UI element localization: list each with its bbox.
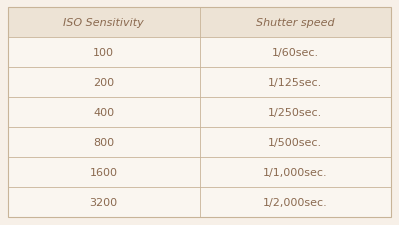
Text: 400: 400 (93, 108, 114, 117)
Text: 800: 800 (93, 137, 114, 147)
Bar (8, 187, 391, 217)
Bar (8, 98, 391, 127)
Text: Shutter speed: Shutter speed (256, 18, 335, 28)
Text: ISO Sensitivity: ISO Sensitivity (63, 18, 144, 28)
Text: 1/250sec.: 1/250sec. (268, 108, 322, 117)
Text: 200: 200 (93, 78, 114, 88)
Text: 1/1,000sec.: 1/1,000sec. (263, 167, 328, 177)
Bar (8, 38, 391, 68)
Text: 1600: 1600 (90, 167, 118, 177)
Bar (8, 8, 391, 38)
Bar (8, 68, 391, 98)
Bar (8, 127, 391, 157)
Text: 1/125sec.: 1/125sec. (268, 78, 322, 88)
Text: 100: 100 (93, 48, 114, 58)
Text: 1/60sec.: 1/60sec. (272, 48, 319, 58)
Text: 3200: 3200 (90, 197, 118, 207)
Text: 1/500sec.: 1/500sec. (268, 137, 322, 147)
Bar (8, 157, 391, 187)
Text: 1/2,000sec.: 1/2,000sec. (263, 197, 328, 207)
